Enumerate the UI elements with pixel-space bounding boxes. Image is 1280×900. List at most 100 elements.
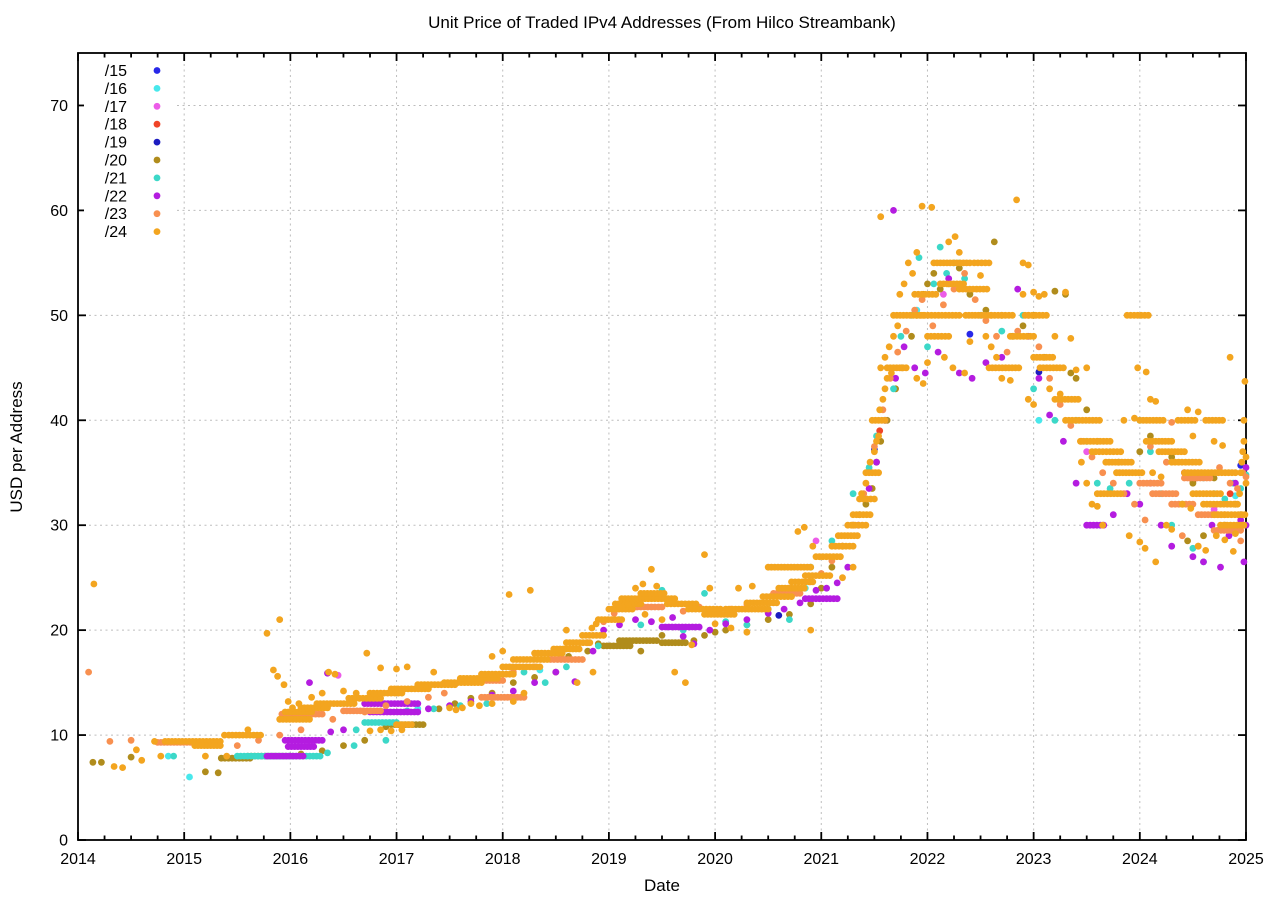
data-point	[531, 674, 538, 681]
data-point	[764, 616, 772, 623]
data-point	[924, 359, 931, 366]
data-point	[1030, 401, 1037, 408]
data-point	[653, 582, 661, 590]
data-point	[833, 595, 841, 603]
data-point	[775, 612, 783, 619]
data-point	[706, 584, 714, 592]
data-point	[1191, 416, 1199, 424]
data-point	[881, 385, 889, 393]
data-point	[90, 580, 98, 588]
data-point	[1019, 322, 1027, 330]
data-point	[1217, 563, 1224, 571]
data-point	[844, 563, 852, 571]
data-point	[1184, 537, 1191, 545]
data-point	[151, 738, 158, 745]
data-point	[1195, 458, 1203, 466]
data-point	[1241, 511, 1249, 519]
data-point	[660, 590, 668, 597]
data-point	[735, 584, 742, 592]
data-point	[352, 726, 360, 734]
data-point	[327, 728, 335, 736]
data-point	[1237, 469, 1245, 477]
data-point	[377, 694, 384, 702]
data-point	[894, 348, 902, 356]
data-point	[919, 380, 927, 387]
data-point	[717, 605, 724, 613]
data-point	[1236, 490, 1243, 498]
data-point	[982, 332, 990, 340]
data-point	[618, 616, 626, 623]
data-point	[1221, 536, 1229, 544]
data-point	[1237, 527, 1245, 534]
data-point	[987, 343, 995, 351]
legend-label: /23	[105, 206, 127, 223]
data-point	[1131, 414, 1138, 422]
data-point	[688, 641, 696, 649]
data-point	[1024, 395, 1032, 403]
data-point	[1060, 364, 1067, 372]
data-point	[1152, 558, 1160, 566]
data-point	[873, 437, 880, 445]
data-point	[883, 374, 891, 382]
data-point	[435, 705, 443, 713]
data-point	[796, 590, 804, 597]
data-point	[1239, 521, 1247, 529]
data-point	[1225, 532, 1233, 540]
data-point	[316, 752, 324, 760]
data-point	[904, 259, 912, 267]
data-point	[1168, 437, 1176, 445]
data-point	[862, 500, 870, 508]
data-point	[1234, 485, 1241, 492]
data-point	[902, 327, 910, 335]
data-point	[329, 715, 337, 723]
data-point	[854, 532, 861, 540]
data-point	[900, 343, 908, 351]
data-point	[1096, 416, 1103, 424]
data-point	[361, 736, 369, 744]
data-point	[1226, 353, 1234, 361]
data-point	[955, 264, 963, 272]
data-point	[786, 611, 793, 618]
legend-marker	[153, 67, 161, 74]
data-point	[1163, 521, 1170, 529]
data-point	[648, 565, 655, 573]
data-point	[488, 653, 496, 660]
data-point	[1206, 474, 1214, 482]
data-point	[584, 647, 592, 655]
data-point	[924, 343, 931, 351]
data-point	[1200, 532, 1207, 540]
data-point	[932, 290, 940, 298]
data-point	[896, 290, 904, 298]
data-point	[1210, 506, 1218, 513]
data-point	[1067, 369, 1075, 377]
data-point	[936, 243, 944, 251]
data-point	[881, 416, 889, 424]
data-point	[1136, 538, 1144, 546]
data-point	[628, 605, 636, 613]
data-point	[773, 599, 781, 607]
data-point	[133, 746, 140, 754]
data-point	[1142, 368, 1150, 376]
data-point	[941, 353, 948, 361]
x-tick-label: 2022	[910, 851, 946, 868]
data-point	[352, 689, 360, 697]
data-point	[809, 542, 817, 550]
data-point	[879, 395, 887, 403]
data-point	[807, 563, 815, 571]
data-point	[658, 632, 666, 639]
data-point	[949, 364, 957, 372]
data-point	[1234, 500, 1241, 508]
y-tick-label: 40	[50, 413, 68, 430]
data-point	[543, 656, 551, 663]
data-point	[1219, 416, 1226, 424]
data-point	[982, 306, 990, 314]
data-point	[671, 595, 679, 603]
data-point	[748, 582, 756, 590]
data-point	[940, 290, 947, 298]
data-point	[743, 628, 751, 636]
data-point	[1035, 416, 1043, 424]
data-point	[1210, 437, 1218, 445]
data-point	[1109, 511, 1117, 519]
data-point	[1040, 290, 1048, 298]
legend-label: /22	[105, 188, 127, 205]
